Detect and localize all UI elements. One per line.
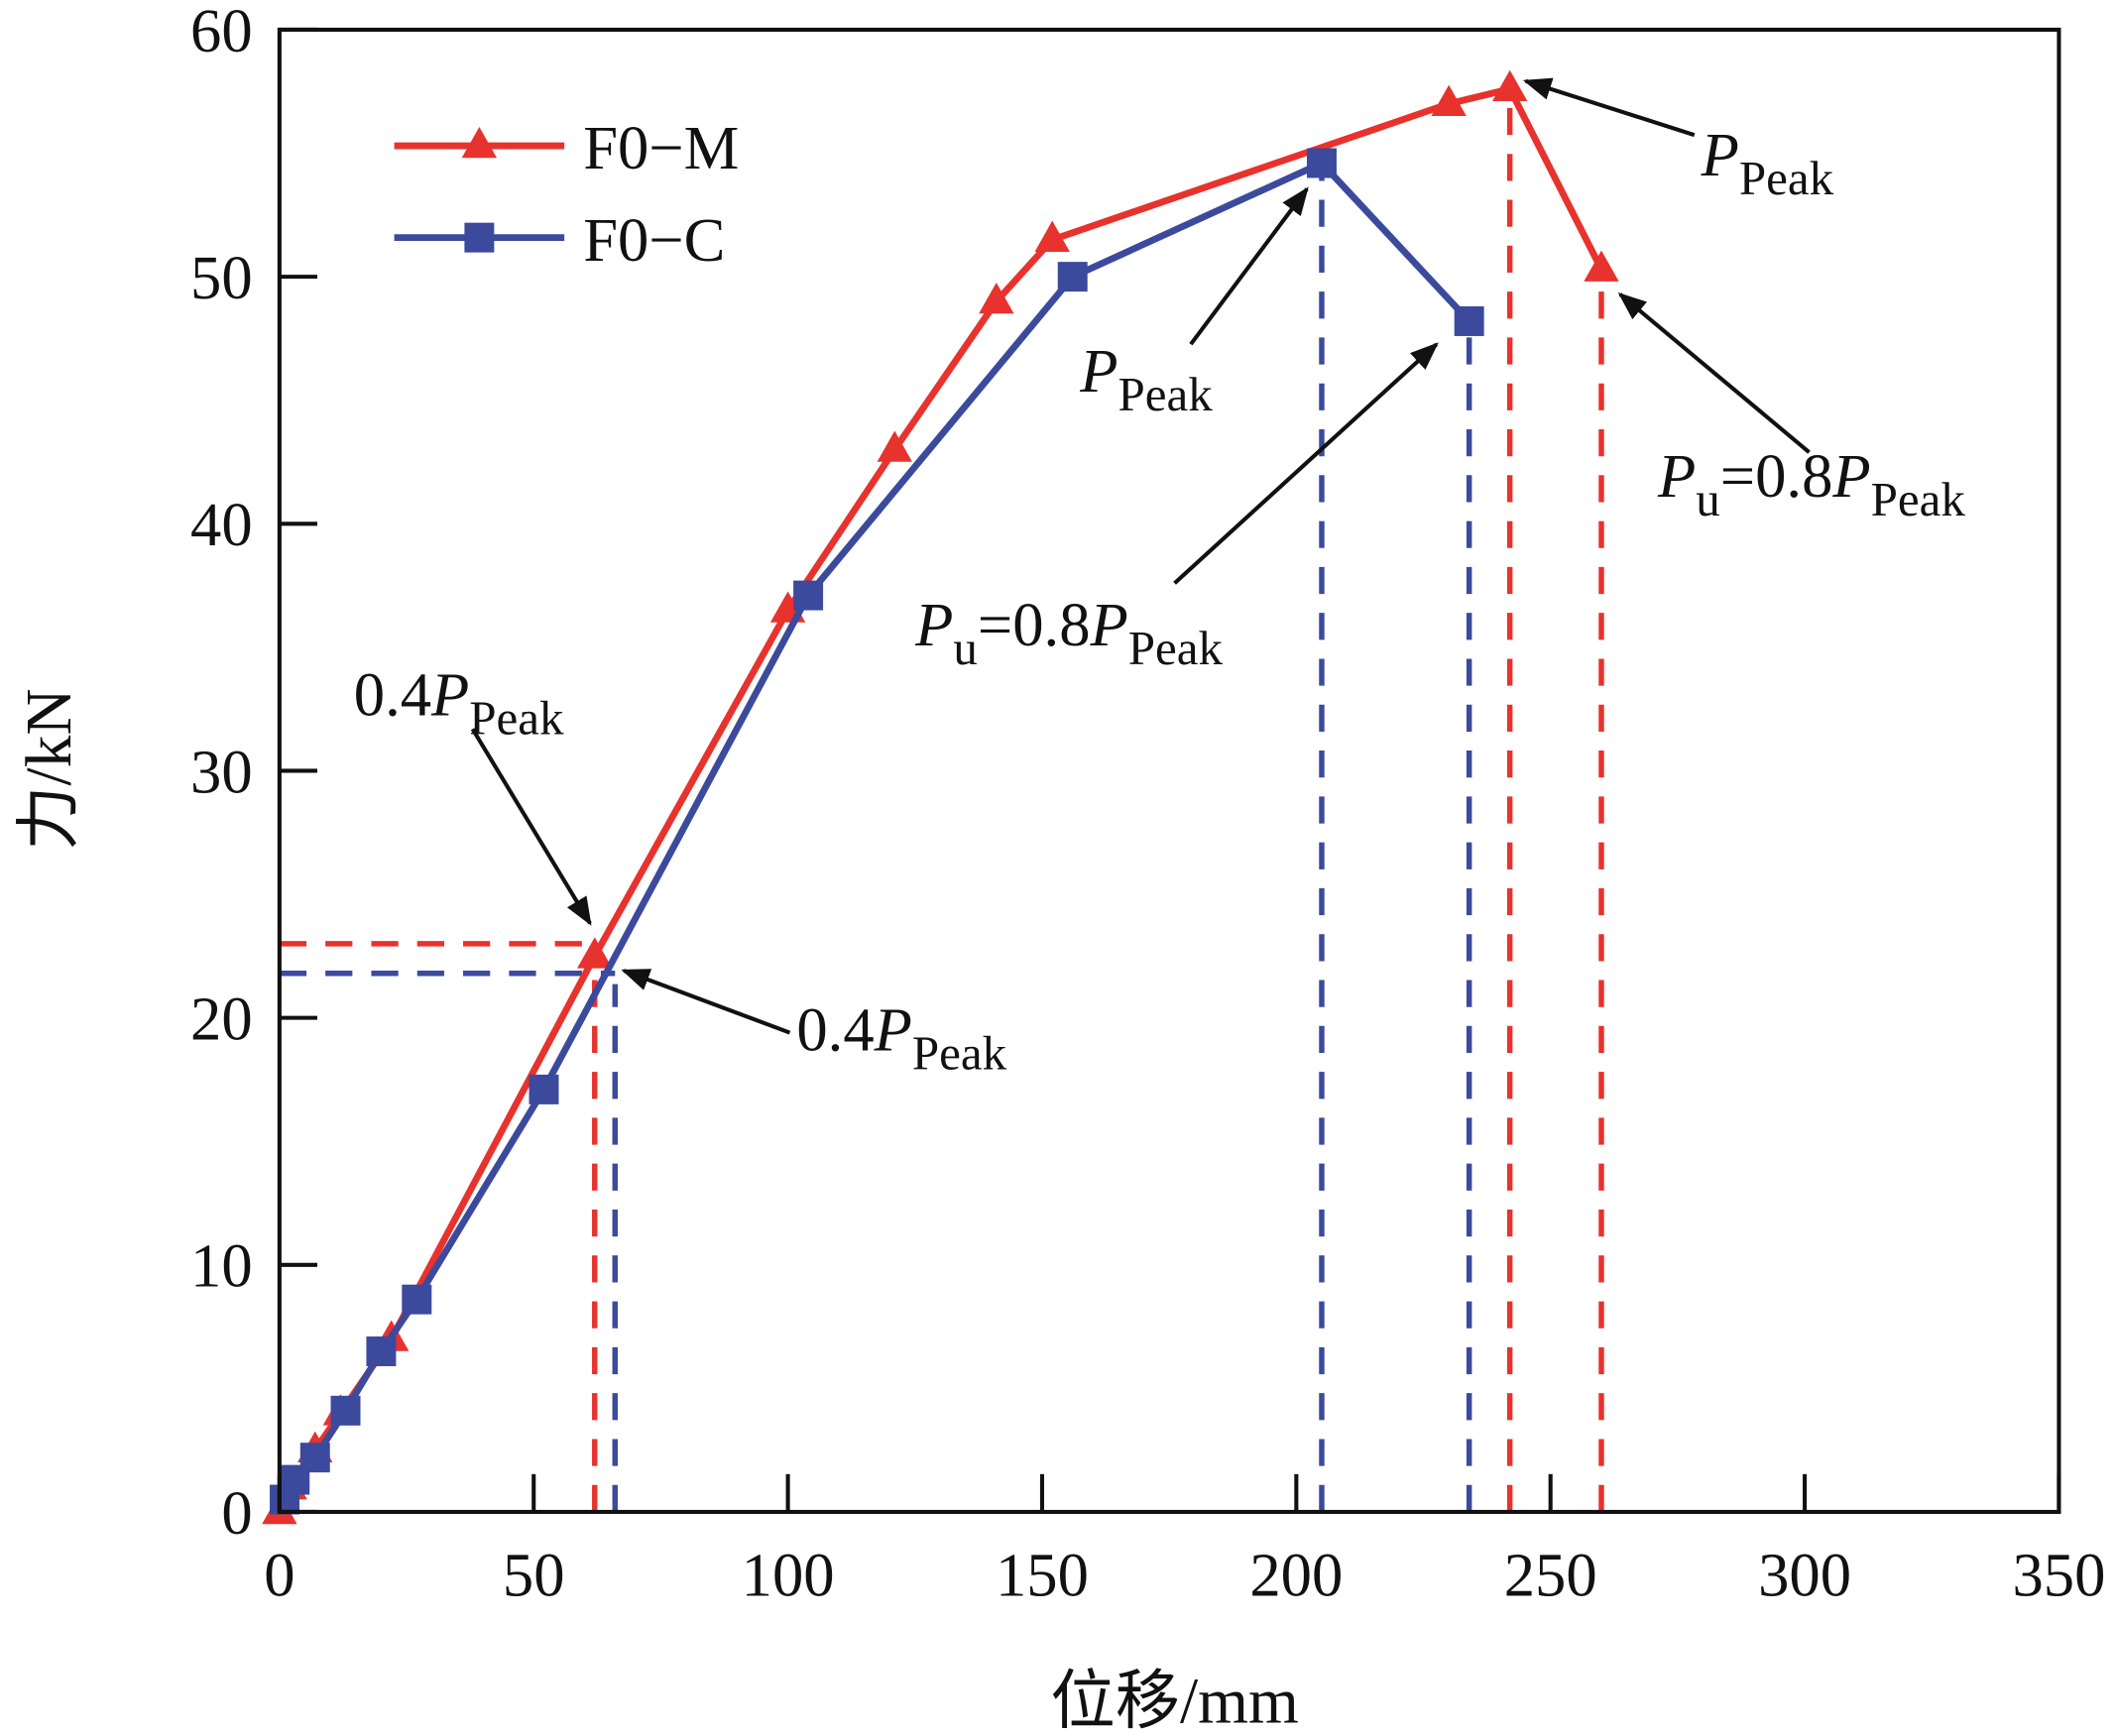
x-tick-label: 350	[2012, 1540, 2105, 1609]
label-pu-f0-m: Pu=0.8PPeak	[1657, 441, 1965, 526]
data-point-square	[1057, 262, 1088, 292]
y-tick-label: 50	[190, 243, 253, 312]
legend-label: F0−C	[583, 205, 725, 275]
annotation-arrow	[470, 728, 592, 926]
chart-marks	[262, 69, 1619, 1525]
x-tick-label: 200	[1249, 1540, 1343, 1609]
legend: F0−M F0−C	[394, 113, 739, 275]
data-point-triangle	[1491, 69, 1528, 102]
x-tick-label: 100	[742, 1540, 835, 1609]
x-tick-label: 150	[996, 1540, 1089, 1609]
annotation-arrow	[1522, 77, 1696, 138]
data-point-triangle	[1431, 84, 1467, 116]
data-point-triangle	[1034, 220, 1070, 253]
annotations: 0.4PPeak 0.4PPeak PPeak PPeak Pu=0.8PPeak Pu=…	[354, 77, 1965, 1080]
data-point-square	[529, 1074, 559, 1104]
label-0-4-ppeak-f0-c: 0.4PPeak	[796, 994, 1006, 1080]
data-point-square	[793, 580, 824, 611]
annotation-arrow	[1173, 342, 1439, 585]
data-point-square	[1454, 305, 1484, 336]
data-point-square	[402, 1284, 432, 1315]
data-point-square	[464, 222, 495, 253]
series-line	[276, 84, 1605, 1514]
y-tick-label: 0	[221, 1478, 252, 1548]
y-tick-label: 30	[190, 737, 253, 806]
y-tick-label: 10	[190, 1231, 253, 1301]
y-axis-title: 力/kN	[14, 688, 85, 850]
data-point-triangle	[1584, 250, 1619, 282]
data-point-square	[330, 1395, 361, 1426]
annotation-arrow	[1189, 186, 1309, 346]
y-tick-label: 40	[190, 490, 253, 559]
label-pu-f0-c: Pu=0.8PPeak	[914, 590, 1223, 675]
data-point-triangle	[877, 430, 912, 462]
data-point-triangle	[979, 282, 1014, 314]
annotation-arrow	[621, 969, 791, 1035]
data-point-triangle	[577, 937, 613, 969]
series-line	[281, 159, 1472, 1502]
y-tick-label: 20	[190, 984, 253, 1053]
label-0-4-ppeak-f0-m: 0.4PPeak	[354, 660, 564, 746]
y-tick-label: 60	[190, 0, 253, 65]
data-point-square	[366, 1336, 397, 1366]
x-tick-label: 50	[503, 1540, 565, 1609]
data-point-square	[299, 1443, 330, 1473]
x-tick-label: 300	[1758, 1540, 1851, 1609]
series-f0-m	[262, 69, 1619, 1525]
x-tick-label: 250	[1504, 1540, 1597, 1609]
legend-item: F0−C	[394, 205, 725, 275]
chart-axes: 0 50 100 150 200 250 300 350 0 10 20 30 40 50 60	[190, 0, 2105, 1609]
annotation-arrow	[1617, 291, 1811, 454]
legend-label: F0−M	[583, 113, 739, 182]
series-f0-c	[270, 148, 1484, 1515]
label-ppeak-f0-m: PPeak	[1701, 120, 1834, 205]
label-ppeak-f0-c: PPeak	[1079, 336, 1213, 421]
x-axis-title: 位移/mm	[1050, 1666, 1299, 1736]
plot-frame	[277, 27, 2061, 1515]
data-point-square	[1306, 148, 1337, 178]
x-tick-label: 0	[264, 1540, 294, 1609]
legend-item: F0−M	[394, 113, 739, 182]
data-point-triangle	[461, 126, 498, 159]
